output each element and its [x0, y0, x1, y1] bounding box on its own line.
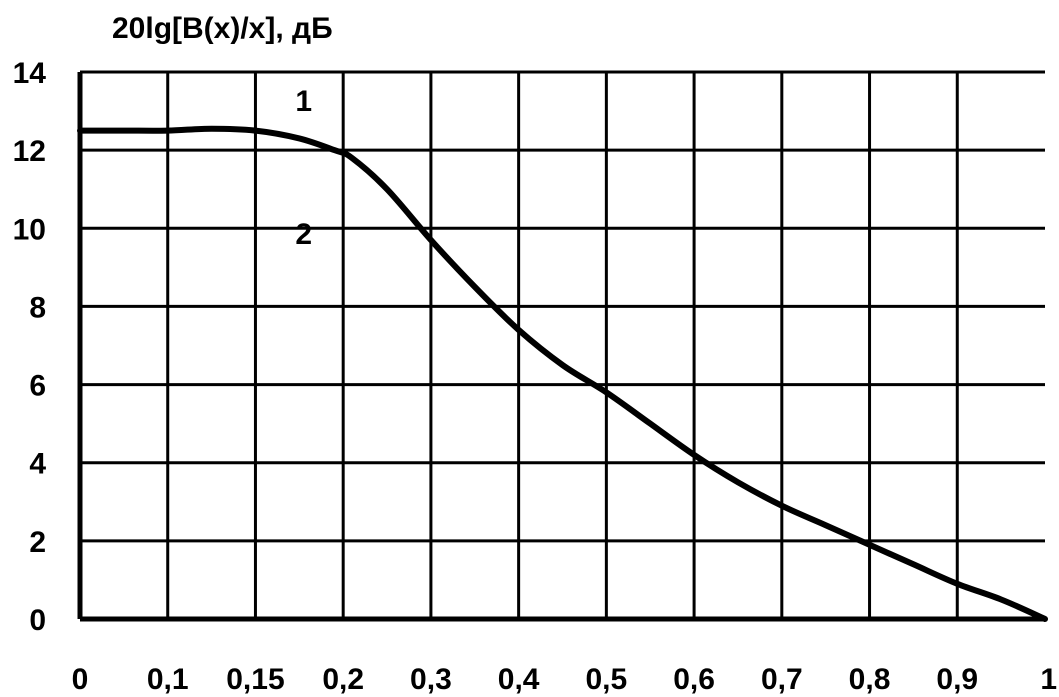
x-tick-label: 0,4 [498, 663, 540, 696]
x-tick-label: 0,15 [226, 663, 284, 696]
y-tick-label: 6 [29, 370, 46, 403]
y-tick-labels: 0 2 4 6 8 10 12 14 [13, 57, 47, 637]
y-tick-label: 0 [29, 604, 46, 637]
x-tick-label: 0,6 [673, 663, 715, 696]
x-tick-label: 0,3 [410, 663, 452, 696]
y-tick-label: 12 [13, 135, 46, 168]
curve-annotation: 1 [295, 85, 312, 118]
x-tick-label: 0,1 [147, 663, 189, 696]
series [77, 125, 1048, 622]
y-axis-label: 20lg[B(x)/x], дБ [112, 12, 333, 45]
series-curve [77, 125, 1048, 622]
curve-annotations: 12 [295, 85, 312, 251]
y-tick-label: 2 [29, 526, 46, 559]
x-tick-label: 0,2 [322, 663, 364, 696]
x-tick-label: 0,9 [936, 663, 978, 696]
x-tick-label: 0,7 [761, 663, 803, 696]
y-tick-label: 14 [13, 57, 47, 90]
grid [80, 70, 1045, 619]
y-tick-label: 4 [29, 448, 46, 481]
y-tick-label: 8 [29, 291, 46, 324]
y-tick-label: 10 [13, 213, 46, 246]
x-tick-label: 0 [72, 663, 89, 696]
x-tick-labels: 0 0,1 0,15 0,2 0,3 0,4 0,5 0,6 0,7 0,8 0,9 1 [72, 663, 1057, 696]
x-tick-label: 1 [1040, 663, 1057, 696]
x-tick-label: 0,8 [849, 663, 891, 696]
curve-annotation: 2 [295, 218, 312, 251]
x-tick-label: 0,5 [586, 663, 628, 696]
axes [77, 72, 1045, 622]
